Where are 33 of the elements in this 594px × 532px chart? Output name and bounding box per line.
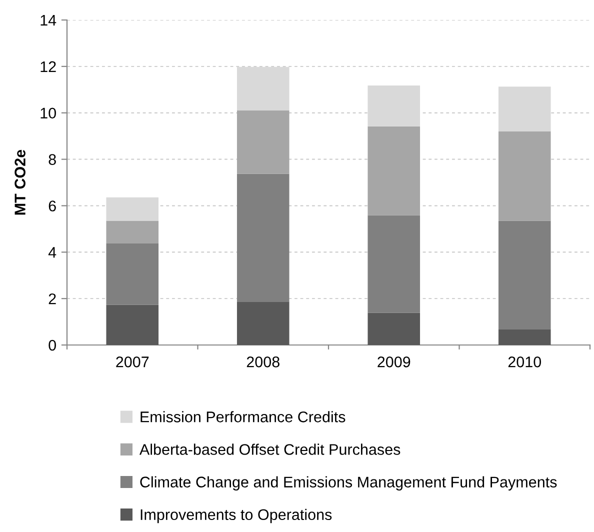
y-axis-title: MT CO2e: [14, 150, 26, 215]
x-tick-label: 2007: [116, 356, 149, 368]
y-tick-label: 0: [48, 340, 56, 351]
bar: [236, 174, 290, 302]
bar: [368, 312, 420, 345]
bar: [498, 131, 551, 221]
legend-label: Alberta-based Offset Credit Purchases: [139, 444, 400, 455]
legend-label: Climate Change and Emissions Management Fund Payments: [140, 476, 557, 491]
legend-label: Improvements to Operations: [140, 508, 332, 524]
y-tick-label: 6: [48, 200, 56, 212]
bar: [368, 215, 420, 313]
bar: [106, 220, 159, 244]
x-tick-label: 2010: [508, 356, 542, 368]
y-tick-label: 12: [40, 61, 56, 72]
y-tick-label: 10: [40, 108, 56, 119]
bar: [236, 66, 290, 111]
bar: [368, 126, 420, 216]
legend-label: Emission Performance Credits: [140, 411, 346, 422]
bar: [498, 86, 551, 132]
x-tick-label: 2009: [378, 356, 410, 368]
bar: [368, 85, 420, 126]
y-tick-label: 14: [40, 15, 56, 26]
x-tick-label: 2008: [246, 356, 280, 368]
bar: [236, 110, 290, 174]
y-tick-label: 4: [48, 247, 56, 258]
bar: [106, 197, 159, 221]
y-tick-label: 8: [48, 154, 56, 165]
bar: [498, 329, 551, 345]
bar: [106, 244, 159, 305]
bar: [498, 220, 551, 330]
y-tick-label: 2: [48, 293, 56, 304]
bar: [236, 302, 290, 345]
bar: [106, 304, 159, 345]
